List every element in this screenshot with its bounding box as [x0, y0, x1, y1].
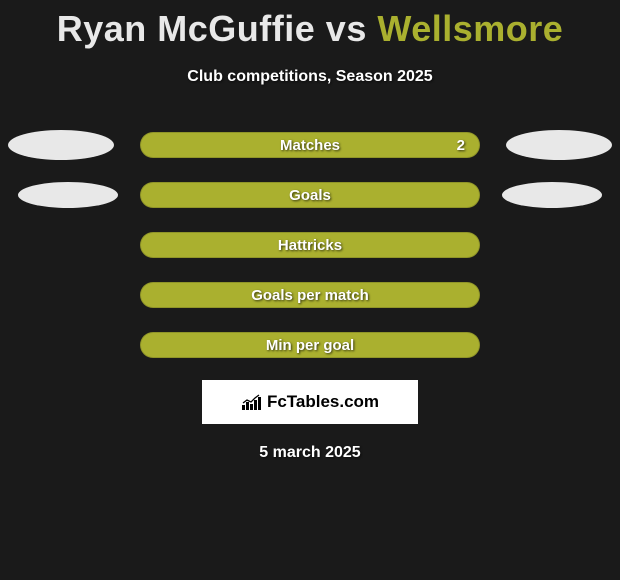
stat-pill: Goals per match: [140, 282, 480, 308]
stat-pill: Min per goal: [140, 332, 480, 358]
stat-row: Min per goal: [0, 332, 620, 358]
stat-pill: Hattricks: [140, 232, 480, 258]
stat-pill: Goals: [140, 182, 480, 208]
stats-rows: Matches 2 Goals Hattricks Goals per match Min…: [0, 132, 620, 358]
player1-ellipse: [18, 182, 118, 208]
date-text: 5 march 2025: [0, 444, 620, 462]
player2-name: Wellsmore: [377, 8, 563, 49]
stat-label: Goals per match: [251, 287, 369, 304]
stat-row: Matches 2: [0, 132, 620, 158]
player2-ellipse: [502, 182, 602, 208]
stat-label: Hattricks: [278, 237, 342, 254]
brand-chart-icon: [241, 393, 263, 411]
stat-pill: Matches 2: [140, 132, 480, 158]
player1-ellipse: [8, 130, 114, 160]
comparison-title: Ryan McGuffie vs Wellsmore: [0, 0, 620, 50]
stat-row: Goals: [0, 182, 620, 208]
brand-text: FcTables.com: [267, 392, 379, 412]
player1-name: Ryan McGuffie: [57, 8, 316, 49]
stat-label: Goals: [289, 187, 331, 204]
stat-row: Hattricks: [0, 232, 620, 258]
stat-label: Matches: [280, 137, 340, 154]
player2-ellipse: [506, 130, 612, 160]
subtitle: Club competitions, Season 2025: [0, 68, 620, 86]
stat-label: Min per goal: [266, 337, 354, 354]
brand-box: FcTables.com: [202, 380, 418, 424]
stat-value: 2: [457, 137, 465, 154]
stat-row: Goals per match: [0, 282, 620, 308]
vs-text: vs: [326, 8, 367, 49]
